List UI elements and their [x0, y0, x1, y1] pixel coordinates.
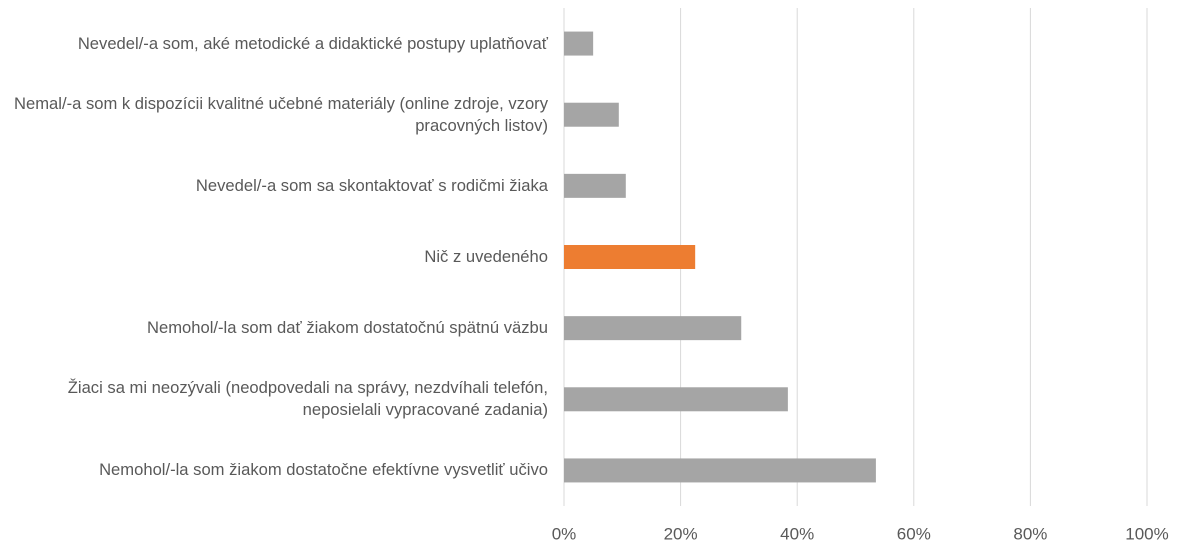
bar: [564, 173, 626, 198]
y-tick-label: Nevedel/-a som, aké metodické a didaktic…: [77, 33, 548, 53]
bar: [564, 102, 619, 127]
y-tick-label: Nič z uvedeného: [424, 247, 548, 266]
bar: [564, 316, 742, 341]
x-tick-label: 80%: [1013, 524, 1047, 543]
x-tick-label: 0%: [552, 524, 577, 543]
y-tick-label: Žiaci sa mi neozývali (neodpovedali na s…: [67, 378, 548, 420]
x-tick-label: 60%: [897, 524, 931, 543]
bar: [564, 458, 876, 483]
y-tick-label: Nemohol/-la som dať žiakom dostatočnú sp…: [147, 318, 548, 338]
bar: [564, 245, 696, 269]
x-tick-label: 40%: [780, 524, 814, 543]
y-tick-label: Nemohol/-la som žiakom dostatočne efektí…: [99, 460, 548, 480]
x-tick-label: 100%: [1125, 524, 1168, 543]
y-tick-label: Nemal/-a som k dispozícii kvalitné učebn…: [14, 93, 548, 135]
bar: [564, 31, 594, 56]
x-tick-label: 20%: [664, 524, 698, 543]
y-tick-label: Nevedel/-a som sa skontaktovať s rodičmi…: [195, 175, 548, 195]
bar: [564, 387, 788, 412]
